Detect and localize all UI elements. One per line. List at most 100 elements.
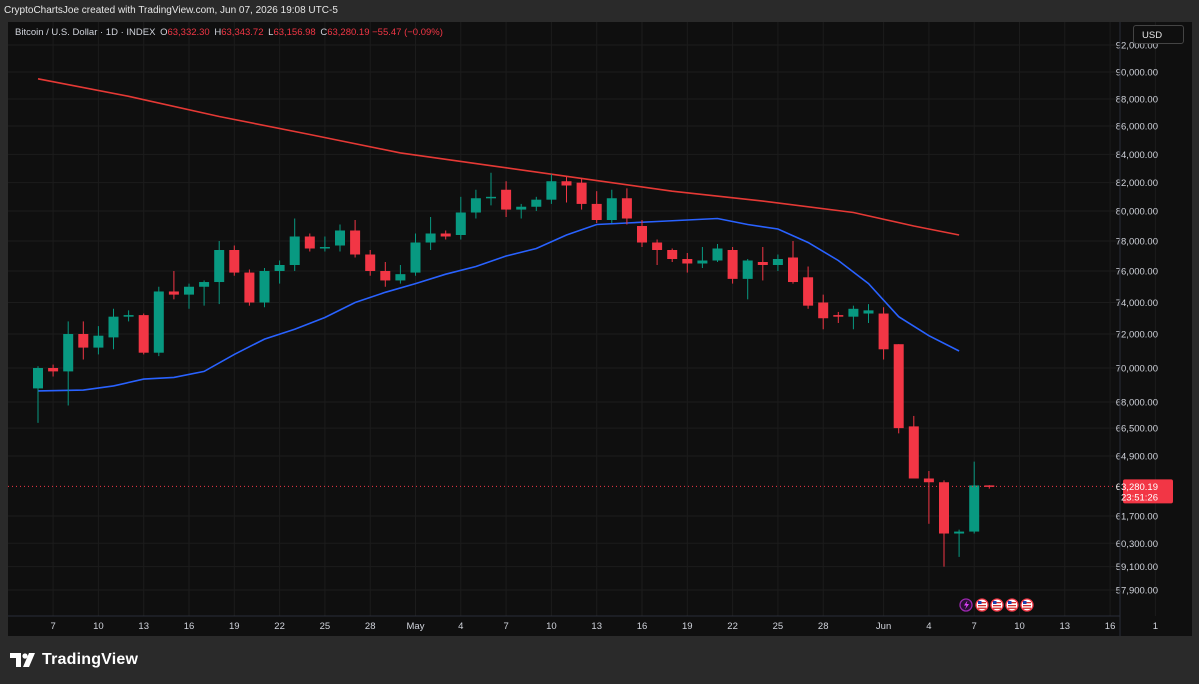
x-tick-label: 28 [818, 621, 829, 632]
y-tick-label: 76,000.00 [1116, 267, 1158, 278]
candle [682, 253, 693, 273]
candle [138, 313, 149, 355]
us-flag-icon[interactable] [1005, 598, 1019, 612]
candle [576, 178, 587, 210]
candle-body [848, 308, 859, 317]
candle-body [395, 274, 406, 281]
candle [470, 189, 481, 219]
tradingview-logo-icon [10, 653, 35, 667]
candle-body [878, 313, 889, 350]
candle [908, 415, 919, 479]
candle-body [893, 344, 904, 429]
candle-body [621, 198, 632, 219]
candle [652, 239, 663, 265]
candle-body [440, 233, 451, 237]
candle [818, 294, 829, 330]
change-value: −55.47 (−0.09%) [372, 27, 443, 38]
candle-body [969, 485, 980, 532]
footer: TradingView [0, 636, 1199, 684]
y-tick-label: 61,700.00 [1116, 512, 1158, 523]
candle [335, 224, 345, 252]
candle [939, 480, 949, 567]
candle [455, 196, 466, 240]
candle-body [652, 242, 663, 250]
y-tick-label: 84,000.00 [1116, 150, 1158, 161]
lightning-icon[interactable] [959, 598, 973, 612]
candle [501, 181, 512, 217]
candle [954, 529, 965, 557]
symbol-name[interactable]: Bitcoin / U.S. Dollar · 1D · INDEX [15, 27, 156, 38]
candle-body [229, 250, 240, 273]
candle-body [78, 334, 89, 348]
chart-credit: CryptoChartsJoe created with TradingView… [4, 5, 338, 16]
x-tick-label: 4 [458, 621, 463, 632]
x-tick-label: 13 [1060, 621, 1071, 632]
candle-body [289, 236, 300, 265]
candle-body [606, 198, 617, 220]
candle [848, 305, 859, 330]
candle-body [637, 226, 647, 243]
y-tick-label: 92,000.00 [1116, 41, 1158, 52]
candle-body [531, 199, 542, 207]
x-tick-label: 7 [972, 621, 977, 632]
x-tick-label: 1 [1153, 621, 1158, 632]
candle-body [501, 189, 512, 210]
candle-body [319, 247, 330, 249]
currency-button[interactable]: USD [1133, 25, 1184, 44]
candle-body [788, 257, 798, 283]
candle-body [561, 181, 572, 186]
chart-area[interactable]: 63,280.19 23:51:26 92,000.00 90,000.00 88,0… [8, 22, 1192, 636]
candle [637, 220, 647, 247]
candle-body [335, 230, 345, 246]
candle-body [214, 250, 225, 283]
candle [833, 311, 844, 323]
candle [440, 230, 451, 240]
candle [350, 220, 361, 258]
y-tick-label: 60,300.00 [1116, 539, 1158, 550]
short-moving-average-line [37, 217, 960, 392]
candle-body [259, 271, 270, 303]
candle [365, 250, 376, 276]
candle [697, 247, 708, 268]
y-tick-label: 74,000.00 [1116, 298, 1158, 309]
candle-body [470, 198, 481, 213]
candle [923, 471, 934, 524]
candle-body [757, 262, 768, 265]
candle-body [908, 426, 919, 479]
us-flag-icon[interactable] [1020, 598, 1034, 612]
candle-body [546, 181, 557, 200]
candle-body [380, 271, 391, 281]
x-tick-label: 13 [138, 621, 149, 632]
candle [274, 260, 285, 284]
candle [667, 248, 678, 262]
x-tick-label: 4 [926, 621, 931, 632]
candle-body [350, 230, 361, 255]
candle [727, 247, 738, 284]
candle-body [682, 259, 693, 264]
candle [93, 326, 104, 355]
candle [259, 268, 270, 308]
x-tick-label: 10 [93, 621, 104, 632]
candle [772, 254, 783, 271]
tradingview-logo[interactable]: TradingView [10, 651, 138, 669]
last-price-tag [1123, 479, 1173, 504]
candle-body [168, 291, 179, 295]
candle [984, 485, 995, 489]
long-moving-average-line [37, 78, 960, 236]
candle-body [697, 260, 708, 264]
candle-body [516, 206, 527, 210]
candle [123, 310, 134, 322]
close-value: 63,280.19 [327, 27, 370, 38]
candle [304, 233, 315, 252]
candle-body [63, 334, 74, 372]
candle [893, 344, 904, 434]
candle [803, 266, 814, 309]
candle-body [954, 531, 965, 534]
candle-body [833, 315, 844, 317]
candle-body [108, 316, 119, 338]
us-flag-icon[interactable] [975, 598, 989, 612]
candle-body [304, 236, 315, 249]
candle-body [939, 482, 949, 534]
us-flag-icon[interactable] [990, 598, 1004, 612]
